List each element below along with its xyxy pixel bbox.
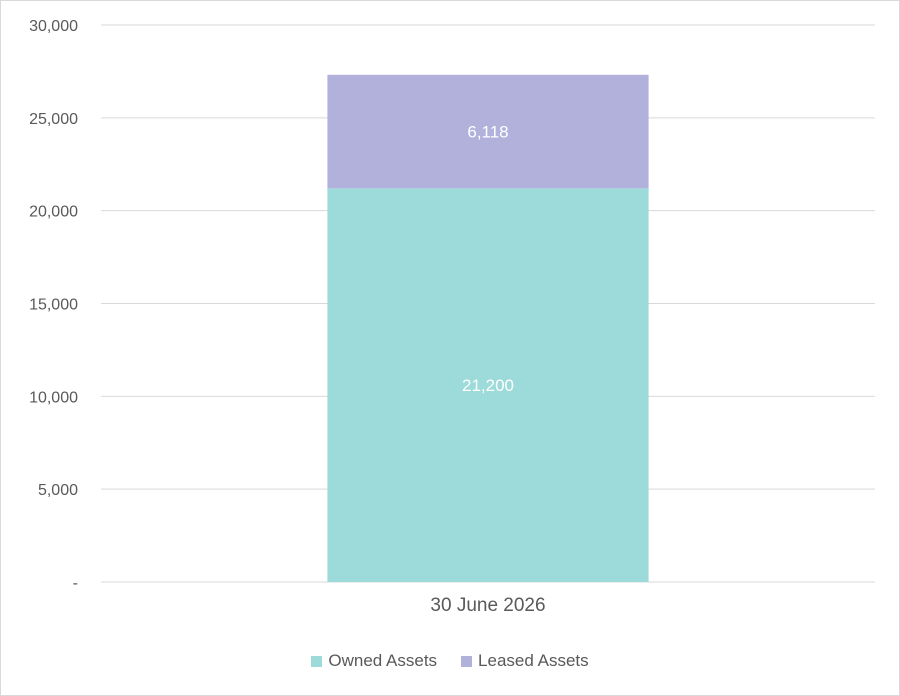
bar-segment-leased-assets bbox=[327, 74, 649, 189]
legend-item-leased-assets: Leased Assets bbox=[461, 651, 589, 671]
y-tick-label: 5,000 bbox=[38, 482, 78, 499]
legend-label-leased-assets: Leased Assets bbox=[478, 651, 589, 670]
legend: Owned Assets Leased Assets bbox=[1, 651, 899, 671]
data-label-leased-assets: 6,118 bbox=[467, 123, 508, 142]
x-category-label: 30 June 2026 bbox=[430, 595, 545, 616]
y-tick-label: 30,000 bbox=[29, 18, 78, 35]
legend-swatch-owned-assets bbox=[311, 655, 323, 667]
legend-swatch-leased-assets bbox=[461, 655, 473, 667]
y-tick-label: 20,000 bbox=[29, 204, 78, 221]
y-tick-label: - bbox=[73, 575, 78, 592]
legend-label-owned-assets: Owned Assets bbox=[328, 651, 438, 670]
y-tick-label: 10,000 bbox=[29, 389, 78, 406]
data-label-owned-assets: 21,200 bbox=[462, 376, 514, 395]
bar-segment-owned-assets bbox=[327, 188, 649, 583]
y-tick-label: 25,000 bbox=[29, 111, 78, 128]
y-tick-label: 15,000 bbox=[29, 297, 78, 314]
legend-item-owned-assets: Owned Assets bbox=[311, 651, 437, 671]
